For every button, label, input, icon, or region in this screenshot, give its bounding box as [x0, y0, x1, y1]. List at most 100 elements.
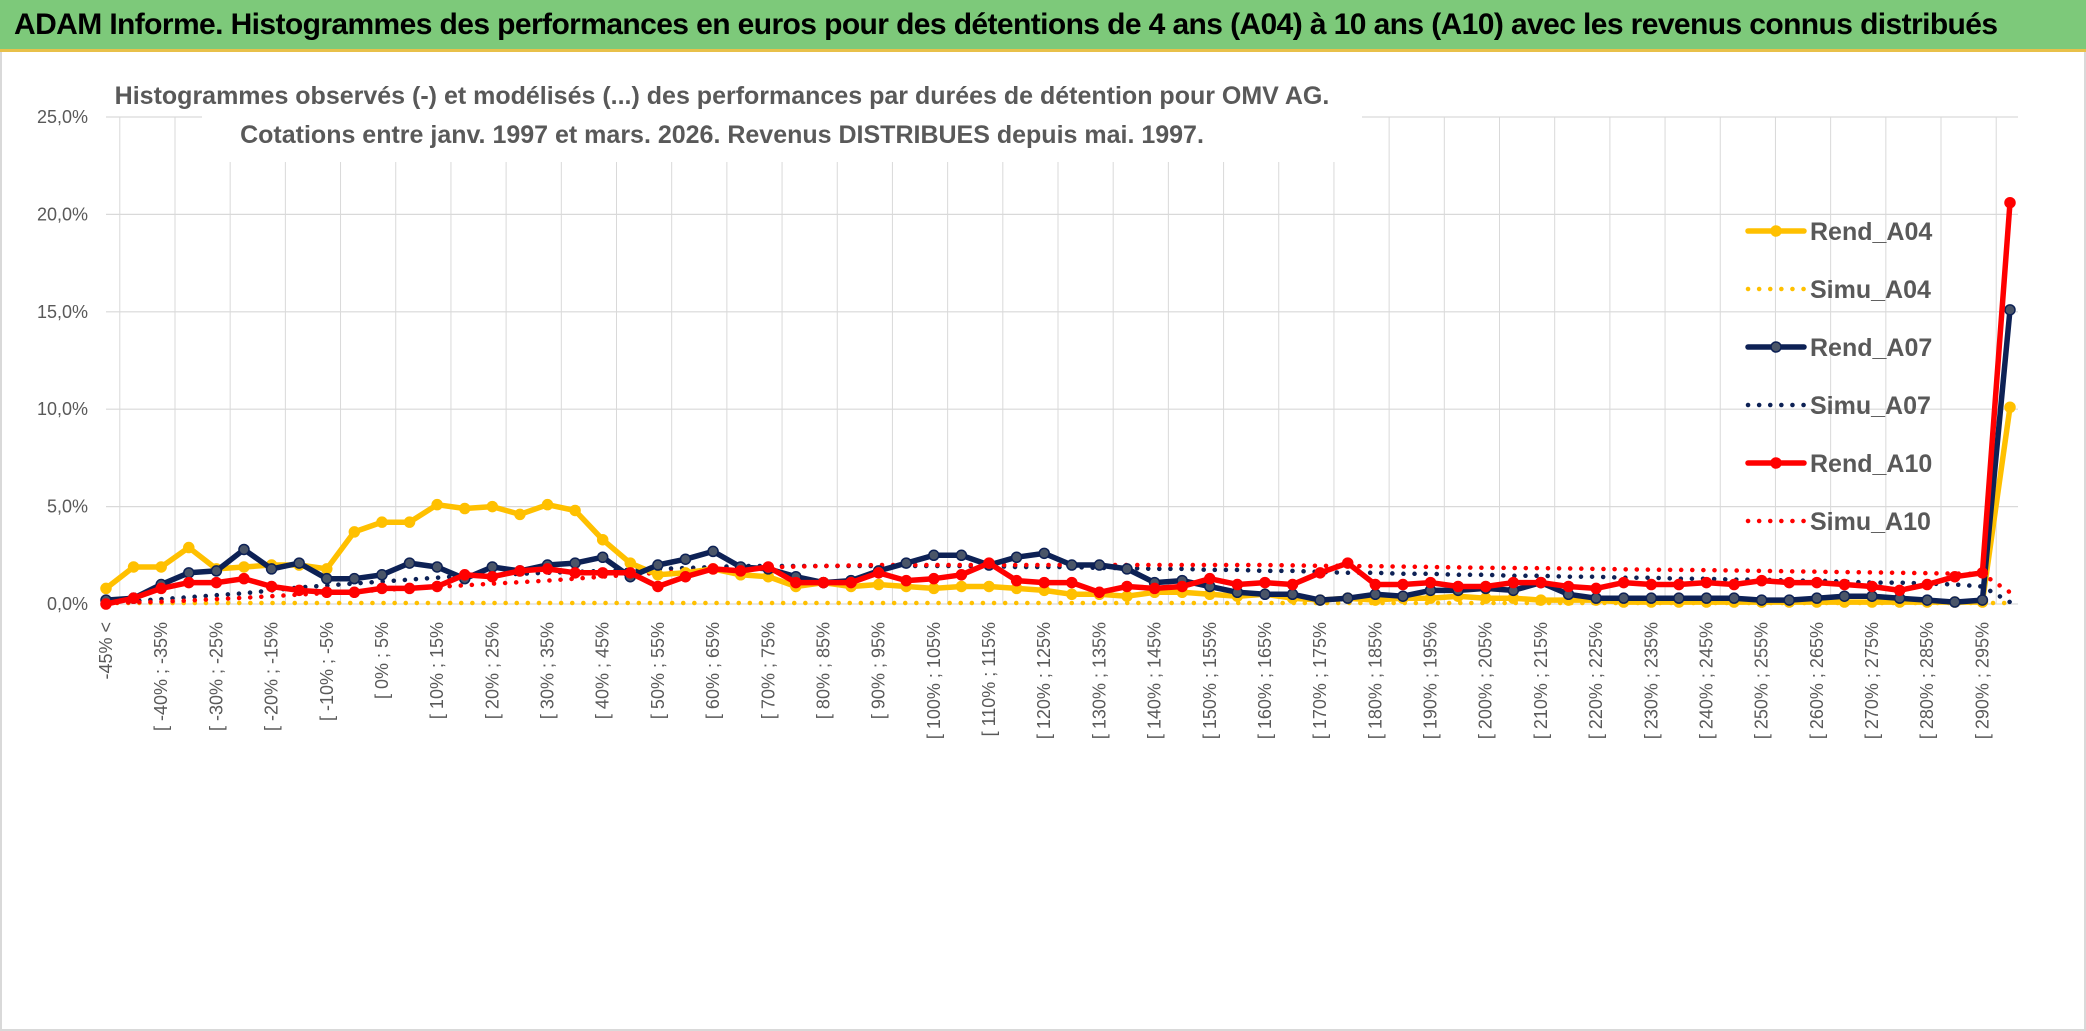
series-simu-a07 — [103, 563, 2013, 605]
legend-label: Rend_A10 — [1810, 450, 1932, 478]
data-point — [210, 576, 223, 589]
x-tick-label: [ 200% ; 205% — [1476, 622, 1496, 739]
legend: Rend_A04 Simu_A04 Rend_A07 Simu_A07 Rend_A10… — [1745, 218, 1932, 536]
data-point — [1452, 580, 1464, 593]
series-line — [103, 404, 2013, 605]
data-point — [1148, 582, 1161, 595]
legend-label: Rend_A04 — [1810, 218, 1932, 246]
x-tick-label: [ 110% ; 115% — [979, 622, 999, 736]
data-point — [569, 504, 581, 517]
chart-frame: 0,0% 5,0% 10,0% 15,0% 20,0% 25,0% -45% < [ -40%… — [0, 52, 2086, 1031]
data-point — [514, 508, 526, 521]
data-point — [1314, 567, 1326, 579]
data-point — [431, 580, 443, 593]
x-tick-label: [ 290% ; 295% — [1972, 622, 1992, 739]
data-point — [1093, 586, 1106, 599]
data-point — [1479, 592, 1492, 604]
data-point — [376, 516, 388, 528]
data-point — [1397, 590, 1409, 602]
data-point — [2004, 304, 2016, 316]
data-point — [1314, 594, 1326, 606]
legend-marker — [1770, 457, 1782, 469]
x-tick-label: [ 270% ; 275% — [1862, 622, 1882, 739]
data-point — [155, 582, 167, 595]
data-point — [1811, 592, 1823, 604]
x-tick-label: [ 240% ; 245% — [1696, 622, 1716, 739]
data-point — [1479, 580, 1492, 593]
x-tick-label: [ -20% ; -15% — [262, 622, 282, 731]
data-point — [100, 582, 112, 595]
x-tick-label: [ -40% ; -35% — [151, 622, 171, 731]
data-point — [1010, 551, 1023, 563]
data-point — [486, 561, 499, 573]
data-point — [100, 598, 112, 610]
data-point — [1755, 574, 1768, 587]
data-point — [1121, 590, 1133, 602]
data-point — [955, 569, 968, 581]
data-point — [1811, 576, 1823, 589]
chart-title-line-2: Cotations entre janv. 1997 et mars. 2026… — [240, 121, 1204, 149]
data-point — [569, 567, 581, 579]
legend-marker — [1770, 225, 1782, 237]
data-point — [403, 557, 416, 569]
report-title: ADAM Informe. Histogrammes des performan… — [14, 8, 1998, 41]
x-tick-label: [ 30% ; 35% — [538, 622, 558, 719]
data-point — [652, 569, 664, 581]
data-point — [376, 569, 388, 581]
data-point — [183, 567, 195, 579]
data-point — [1949, 596, 1961, 608]
data-point — [624, 557, 637, 569]
series-simu-a10 — [103, 562, 2013, 606]
data-point — [458, 502, 471, 515]
data-point — [321, 586, 333, 599]
data-point — [679, 570, 692, 583]
data-point — [928, 549, 940, 562]
data-point — [348, 586, 361, 599]
series-rend-a10 — [100, 196, 2016, 610]
data-point — [596, 551, 609, 563]
x-tick-label: [ 100% ; 105% — [924, 622, 944, 739]
data-point — [1783, 576, 1795, 589]
data-point — [790, 576, 802, 589]
y-tick-label: 0,0% — [47, 594, 88, 614]
data-point — [1176, 580, 1188, 593]
data-point — [1038, 576, 1050, 589]
x-tick-label: [ 10% ; 15% — [427, 622, 447, 719]
data-point — [486, 570, 499, 583]
data-point — [596, 533, 609, 546]
data-point — [1093, 559, 1106, 571]
data-point — [596, 567, 609, 579]
x-tick-label: [ 280% ; 285% — [1917, 622, 1937, 739]
data-point — [1921, 594, 1933, 606]
x-tick-label: [ 40% ; 45% — [593, 622, 613, 719]
data-point — [652, 559, 664, 571]
data-point — [1700, 576, 1713, 589]
data-point — [1673, 592, 1685, 604]
data-point — [1369, 588, 1382, 601]
data-point — [431, 498, 443, 511]
x-tick-label: [ 80% ; 85% — [813, 622, 833, 719]
data-point — [1259, 576, 1271, 589]
data-point — [127, 592, 140, 604]
x-tick-label: [ 150% ; 155% — [1200, 622, 1220, 739]
data-point — [1286, 588, 1299, 601]
data-point — [1783, 594, 1795, 606]
y-tick-label: 15,0% — [37, 302, 88, 322]
data-point — [1755, 594, 1768, 606]
data-point — [1066, 576, 1078, 589]
x-tick-label: [ 90% ; 95% — [869, 622, 889, 719]
data-point — [1341, 557, 1354, 569]
x-tick-label: [ 180% ; 185% — [1365, 622, 1385, 739]
data-point — [348, 572, 361, 585]
data-point — [265, 563, 278, 575]
x-tick-label: [ -10% ; -5% — [317, 622, 337, 721]
data-point — [955, 580, 968, 593]
data-point — [1369, 578, 1382, 591]
x-tick-label: [ 0% ; 5% — [372, 622, 392, 699]
data-point — [238, 561, 250, 573]
y-tick-label: 20,0% — [37, 204, 88, 224]
data-point — [1121, 580, 1133, 593]
x-tick-label: [ 50% ; 55% — [648, 622, 668, 719]
data-point — [1066, 588, 1078, 601]
data-point — [1617, 576, 1630, 589]
